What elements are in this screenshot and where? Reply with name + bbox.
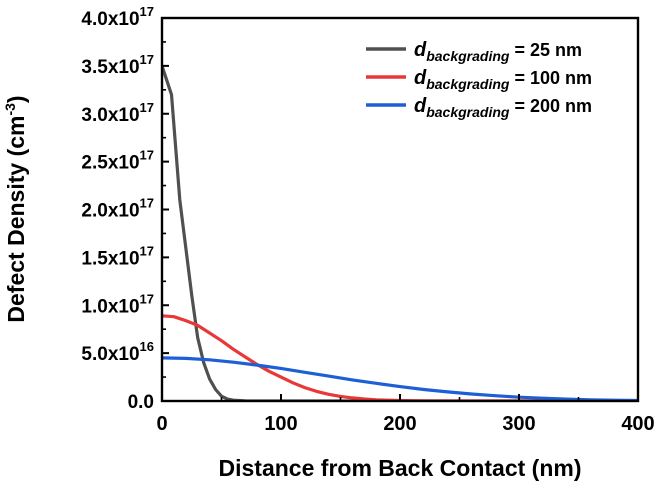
legend-suffix: = 200 nm [509,96,592,116]
y-tick-label: 2.0x1017 [81,196,154,222]
y-tick-label: 0.0 [128,392,154,413]
y-axis-title: Defect Density (cm-3) [2,95,29,322]
y-tick-exponent: 17 [140,100,154,115]
series-line-2 [162,314,638,401]
y-tick-label: 1.0x1017 [81,291,154,317]
y-tick-mantissa: 5.0x10 [81,344,139,365]
legend-symbol: d [414,67,427,89]
y-tick-label: 1.5x1017 [81,243,154,269]
y-tick-exponent: 17 [140,243,154,258]
y-tick-mantissa: 1.0x10 [81,296,139,317]
x-tick-label: 0 [156,413,167,435]
y-axis-title-close: ) [3,95,29,103]
y-tick-exponent: 17 [140,291,154,306]
y-tick-exponent: 17 [140,148,154,163]
y-tick-mantissa: 2.0x10 [81,201,139,222]
x-tick-label: 100 [264,413,297,435]
series-layer [162,64,638,401]
legend-subscript: backgrading [426,48,510,64]
x-axis-title: Distance from Back Contact (nm) [219,455,582,481]
series-line-3 [162,356,638,401]
y-tick-exponent: 17 [140,4,154,19]
legend-suffix: = 25 nm [509,40,582,60]
y-tick-exponent: 17 [140,52,154,67]
series-line-1 [162,64,638,401]
x-tick-label: 400 [621,413,654,435]
y-tick-label: 5.0x1016 [81,339,154,365]
y-tick-mantissa: 1.5x10 [81,248,139,269]
y-tick-mantissa: 4.0x10 [81,9,139,30]
legend-label-3: dbackgrading = 200 nm [414,95,592,120]
y-tick-exponent: 17 [140,196,154,211]
legend-symbol: d [414,95,427,117]
x-tick-labels: 0 100 200 300 400 [156,413,654,435]
y-tick-labels: 0.05.0x10161.0x10171.5x10172.0x10172.5x1… [81,4,154,413]
y-axis-title-main: Defect Density (cm [3,116,29,323]
legend-subscript: backgrading [426,76,510,92]
legend-symbol: d [414,39,427,61]
x-tick-label: 200 [383,413,416,435]
legend-label-1: dbackgrading = 25 nm [414,39,582,64]
legend-subscript: backgrading [426,104,510,120]
y-axis-title-sup: -3 [2,103,18,116]
y-tick-label: 2.5x1017 [81,148,154,174]
y-tick-label: 3.5x1017 [81,52,154,78]
y-tick-mantissa: 3.0x10 [81,105,139,126]
y-tick-mantissa: 3.5x10 [81,57,139,78]
legend-suffix: = 100 nm [509,68,592,88]
y-tick-label: 4.0x1017 [81,4,154,30]
legend-label-2: dbackgrading = 100 nm [414,67,592,92]
axis-ticks [161,17,639,402]
x-tick-label: 300 [502,413,535,435]
y-tick-exponent: 16 [140,339,154,354]
y-tick-mantissa: 2.5x10 [81,153,139,174]
y-tick-label: 3.0x1017 [81,100,154,126]
